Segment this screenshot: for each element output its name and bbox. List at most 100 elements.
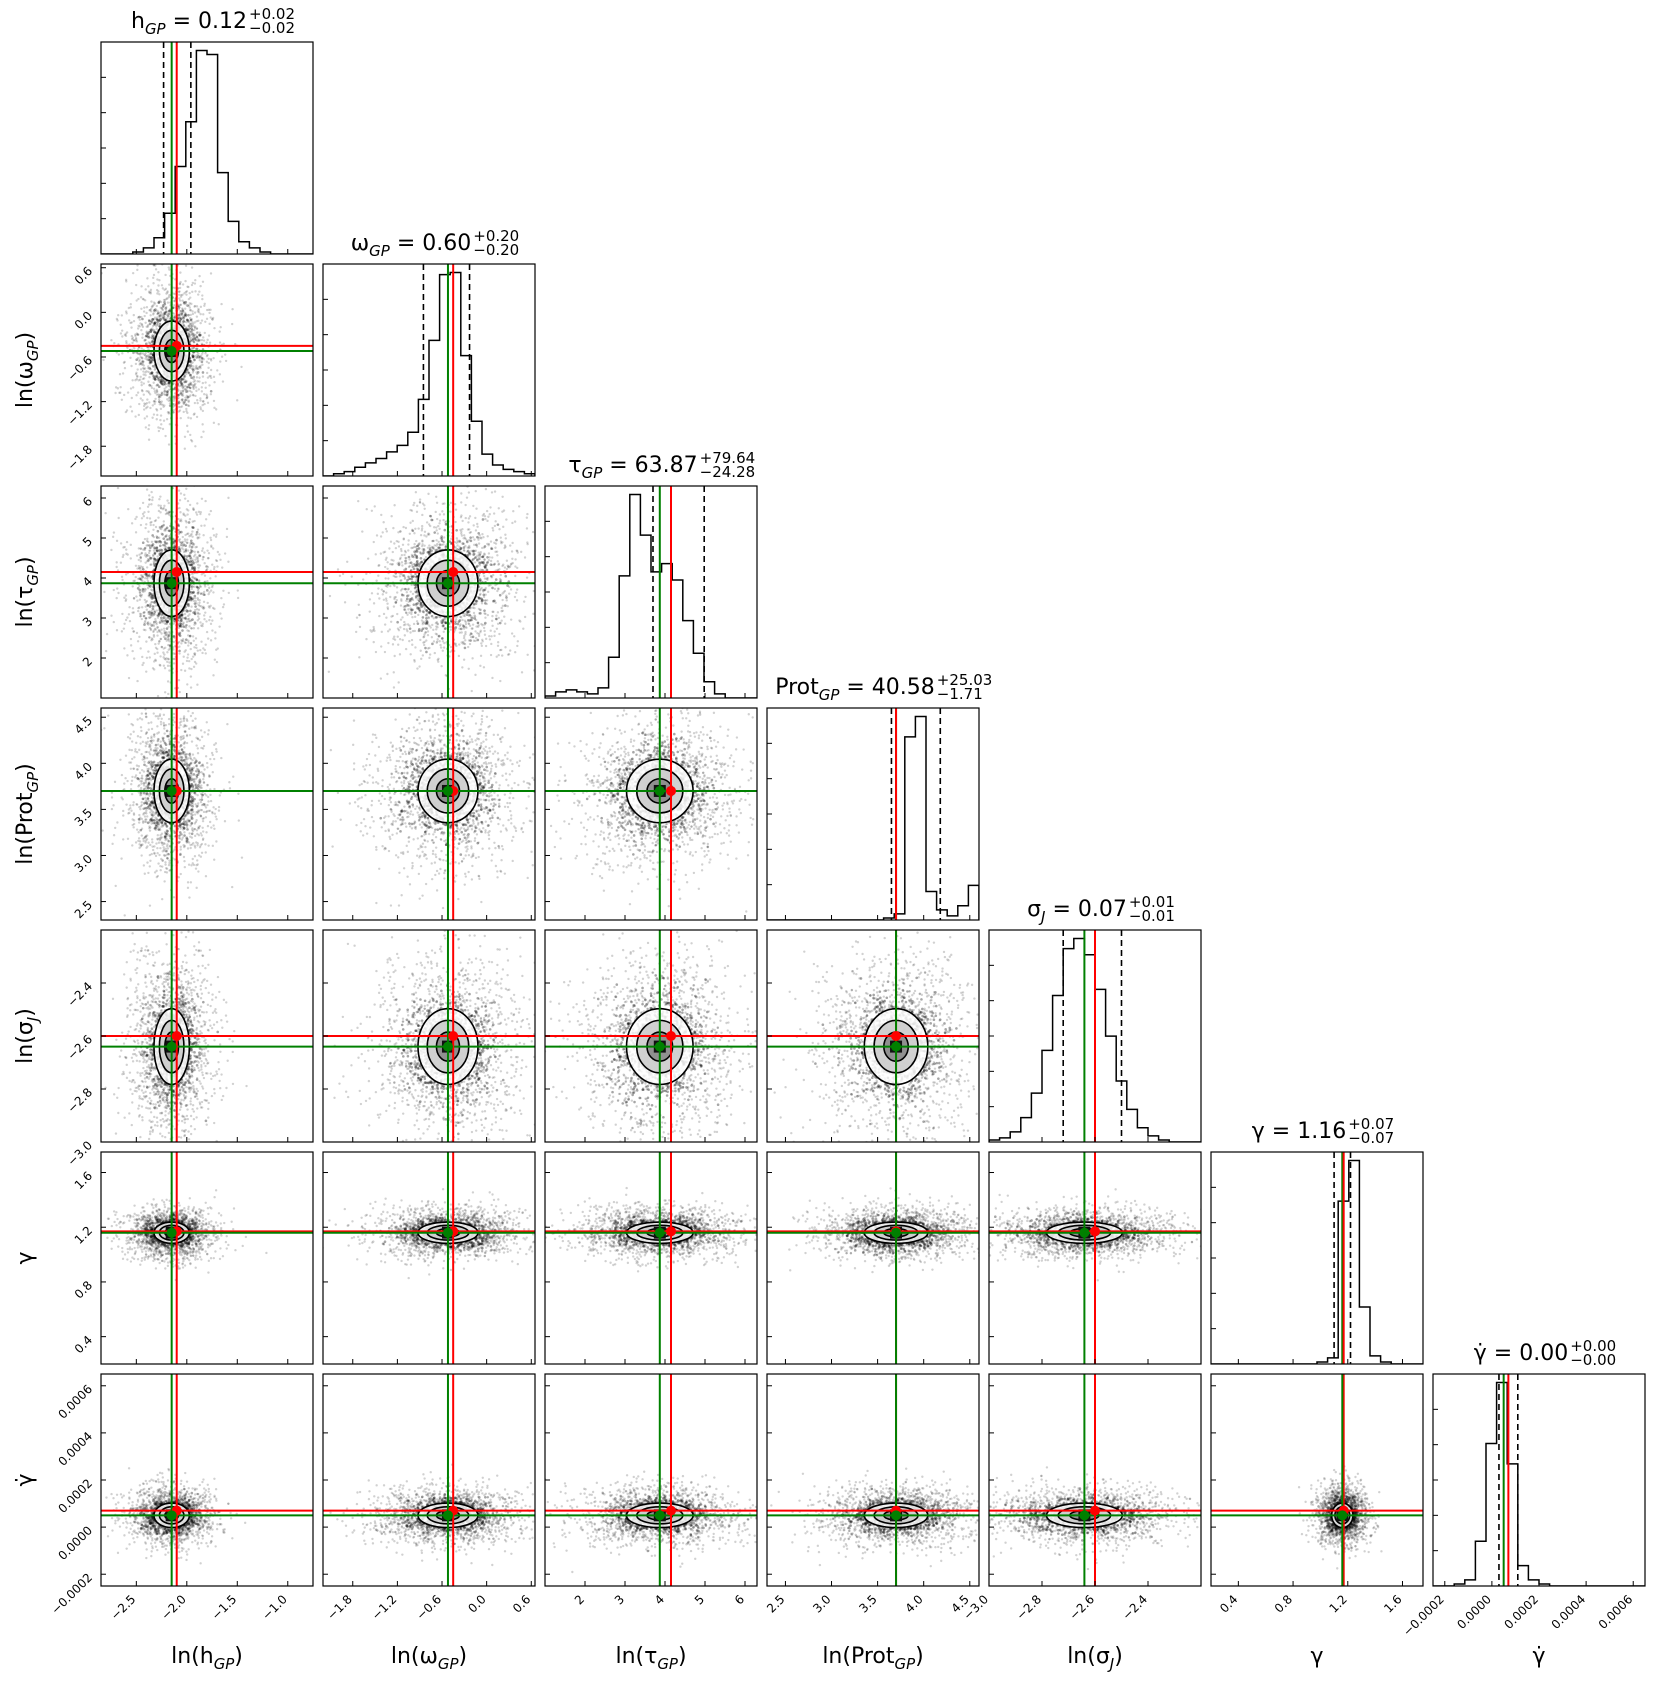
x-tick-label-gamma: 1.6 xyxy=(1381,1592,1404,1615)
median-point xyxy=(655,1042,665,1052)
panel-sigma-sigma: σJ = 0.07+0.01−0.01 xyxy=(989,893,1201,1142)
x-tick-label-prot: 4.0 xyxy=(902,1592,925,1615)
median-point xyxy=(443,786,453,796)
x-tick-label-prot: 3.5 xyxy=(856,1592,879,1615)
title-lower-err-gamma: −0.07 xyxy=(1348,1129,1394,1147)
truth-point xyxy=(172,1031,182,1041)
title-lower-err-omega: −0.20 xyxy=(473,241,519,259)
x-tick-label-prot: 3.0 xyxy=(810,1592,833,1615)
panel-frame xyxy=(767,1152,979,1364)
x-tick-label-omega: 0.6 xyxy=(510,1592,533,1615)
x-tick-label-sigma: −2.4 xyxy=(1120,1592,1151,1623)
x-tick-label-omega: −1.2 xyxy=(369,1592,400,1623)
x-tick-label-tau: 3 xyxy=(612,1592,627,1607)
panel-tau-tau: τGP = 63.87+79.64−24.28 xyxy=(545,449,757,698)
panel-frame xyxy=(101,1374,313,1586)
panel-gamma-omega xyxy=(313,1152,602,1364)
x-tick-label-omega: −1.8 xyxy=(324,1592,355,1623)
x-tick-label-hgp: −1.5 xyxy=(209,1592,240,1623)
y-tick-label-tau: 3 xyxy=(80,614,95,629)
panel-frame xyxy=(545,1152,757,1364)
median-point xyxy=(167,1228,177,1238)
x-axis-label-prot: ln(ProtGP) xyxy=(822,1644,923,1673)
x-axis-label-hgp: ln(hGP) xyxy=(171,1644,243,1673)
y-tick-label-prot: 4.5 xyxy=(72,713,95,736)
panel-title-omega: ωGP = 0.60 xyxy=(351,231,472,260)
truth-point xyxy=(448,567,458,577)
x-tick-label-gdot: 0.0004 xyxy=(1549,1592,1589,1632)
y-tick-label-gamma: 1.2 xyxy=(72,1223,95,1246)
x-tick-label-sigma: −2.6 xyxy=(1067,1592,1098,1623)
median-point xyxy=(891,1228,901,1238)
y-tick-label-sigma: −2.6 xyxy=(65,1032,96,1063)
panel-gdot-gamma: 0.4 0.8 1.2 1.6 xyxy=(1211,1374,1423,1616)
median-point xyxy=(1337,1510,1347,1520)
panel-frame xyxy=(1211,1374,1423,1586)
y-tick-label-omega: −1.8 xyxy=(65,442,96,473)
y-tick-label-gamma: 0.8 xyxy=(72,1278,95,1301)
panel-frame xyxy=(545,1374,757,1586)
panel-omega-omega: ωGP = 0.60+0.20−0.20 xyxy=(323,227,535,476)
y-tick-label-gdot: 0.0000 xyxy=(56,1523,96,1563)
panel-gamma-tau xyxy=(528,1152,780,1364)
x-tick-label-omega: 0.0 xyxy=(465,1592,488,1615)
x-tick-label-gamma: 0.4 xyxy=(1217,1592,1240,1615)
title-lower-err-prot: −1.71 xyxy=(937,685,983,703)
truth-point xyxy=(1090,1226,1100,1236)
panel-gamma-hgp: 0.40.81.21.6 xyxy=(72,1152,313,1364)
y-axis-label-prot: ln(ProtGP) xyxy=(13,763,42,864)
median-point xyxy=(891,1042,901,1052)
y-tick-label-prot: 3.0 xyxy=(72,852,95,875)
panel-sigma-omega xyxy=(295,881,570,1186)
median-point xyxy=(891,1510,901,1520)
panel-frame xyxy=(767,708,979,920)
median-point xyxy=(167,578,177,588)
panel-frame xyxy=(545,486,757,698)
median-point xyxy=(655,786,665,796)
panel-gdot-sigma: −3.0−2.8−2.6−2.4 xyxy=(943,1374,1234,1623)
median-point xyxy=(167,346,177,356)
y-tick-label-sigma: −2.8 xyxy=(65,1085,96,1116)
panel-frame xyxy=(1211,1152,1423,1364)
y-tick-label-tau: 2 xyxy=(80,654,95,669)
panel-sigma-prot xyxy=(743,884,1025,1212)
panel-gamma-prot xyxy=(767,1152,1016,1364)
y-tick-label-prot: 2.5 xyxy=(72,898,95,921)
title-lower-err-gdot: −0.00 xyxy=(1570,1351,1616,1369)
y-tick-label-gdot: 0.0006 xyxy=(56,1382,96,1422)
x-tick-label-gdot: 0.0002 xyxy=(1502,1592,1542,1632)
panel-title-gamma: γ = 1.16 xyxy=(1252,1119,1346,1144)
title-lower-err-tau: −24.28 xyxy=(700,463,756,481)
panel-frame xyxy=(101,708,313,920)
y-axis-label-tau: ln(τGP) xyxy=(13,556,42,627)
x-tick-label-hgp: −2.5 xyxy=(108,1592,139,1623)
panel-omega-hgp: −1.8−1.2−0.60.00.6 xyxy=(65,195,313,479)
x-tick-label-gamma: 0.8 xyxy=(1272,1592,1295,1615)
panel-frame xyxy=(101,486,313,698)
median-point xyxy=(167,786,177,796)
y-tick-label-sigma: −3.0 xyxy=(65,1138,96,1169)
median-point xyxy=(443,1510,453,1520)
x-tick-label-gamma: 1.2 xyxy=(1326,1592,1349,1615)
y-tick-label-prot: 3.5 xyxy=(72,806,95,829)
x-axis-label-omega: ln(ωGP) xyxy=(391,1644,467,1673)
histogram-prot xyxy=(767,716,979,920)
title-lower-err-sigma: −0.01 xyxy=(1129,907,1175,925)
x-tick-label-tau: 4 xyxy=(652,1592,667,1607)
panel-prot-prot: ProtGP = 40.58+25.03−1.71 xyxy=(767,671,992,920)
median-point xyxy=(443,1042,453,1052)
histogram-gdot xyxy=(1433,1382,1645,1586)
x-axis-label-sigma: ln(σJ) xyxy=(1067,1644,1123,1673)
panel-frame xyxy=(767,1374,979,1586)
x-tick-label-tau: 6 xyxy=(732,1592,747,1607)
x-tick-label-hgp: −1.0 xyxy=(259,1592,290,1623)
panel-hgp-hgp: hGP = 0.12+0.02−0.02 xyxy=(101,5,313,254)
median-point xyxy=(1079,1510,1089,1520)
truth-point xyxy=(666,1031,676,1041)
x-tick-label-gdot: 0.0006 xyxy=(1596,1592,1636,1632)
y-tick-label-omega: −1.2 xyxy=(65,398,96,429)
